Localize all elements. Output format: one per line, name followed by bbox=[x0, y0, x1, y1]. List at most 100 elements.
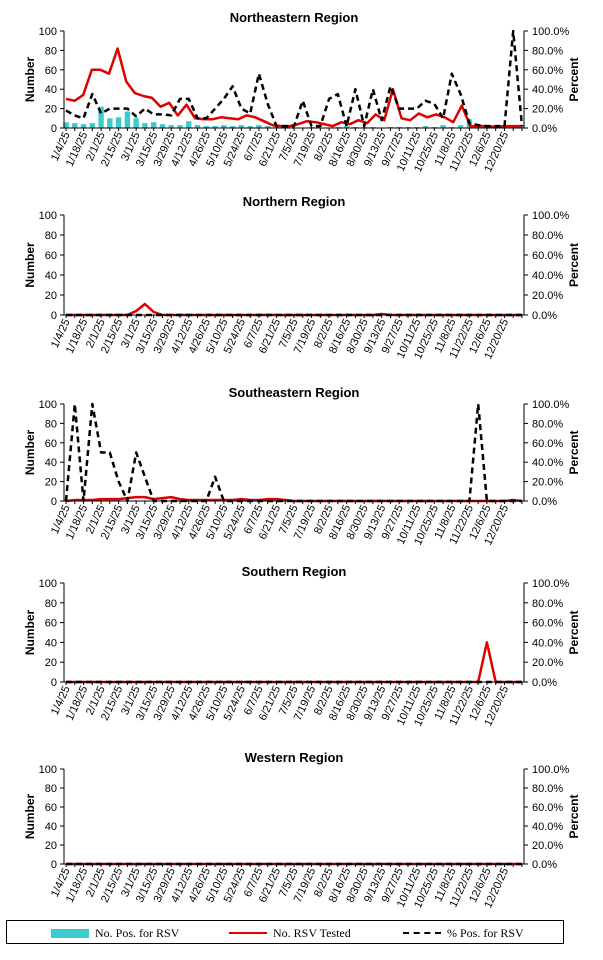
chart1-bar bbox=[457, 125, 464, 128]
chart4-y2tick-label: 60.0% bbox=[532, 618, 563, 630]
chart4-ytick-label: 80 bbox=[45, 598, 57, 610]
chart5-ytick-label: 60 bbox=[45, 802, 57, 814]
chart1-ytick-label: 20 bbox=[45, 104, 57, 116]
chart5-y2tick-label: 60.0% bbox=[532, 802, 563, 814]
chart1-bar bbox=[168, 125, 174, 128]
chart3-line-percent bbox=[64, 402, 522, 503]
chart5-ytick-label: 100 bbox=[39, 764, 57, 776]
chart1-bar bbox=[151, 122, 157, 128]
legend-swatch-bar bbox=[51, 928, 89, 938]
chart5-title: Western Region bbox=[245, 750, 344, 765]
chart2-ytick-label: 80 bbox=[45, 230, 57, 242]
chart2-y2tick-label: 100.0% bbox=[532, 210, 570, 222]
chart3-y2tick-label: 80.0% bbox=[532, 418, 563, 430]
chart1-bar bbox=[229, 126, 236, 128]
chart3-ytick-label: 100 bbox=[39, 399, 57, 411]
chart1-bar bbox=[194, 125, 201, 128]
chart4-ylabel: Number bbox=[23, 610, 37, 656]
chart1-bar bbox=[265, 126, 271, 128]
chart1-bar bbox=[440, 125, 446, 128]
chart1-bar bbox=[72, 123, 78, 128]
chart4-ytick-label: 100 bbox=[39, 578, 57, 590]
chart1-bar bbox=[142, 123, 148, 128]
chart1-y2tick-label: 60.0% bbox=[532, 65, 563, 77]
charts-area: Northeastern Region 0 20 40 60 80 100 0.0% 20.0%… bbox=[23, 10, 581, 910]
chart1-ytick-label: 80 bbox=[45, 45, 57, 57]
chart1-bar bbox=[98, 106, 104, 128]
chart2-ytick-label: 20 bbox=[45, 290, 57, 302]
legend-swatch-dash bbox=[403, 932, 441, 934]
chart3-y2tick-label: 0.0% bbox=[532, 496, 557, 508]
chart1-bar bbox=[203, 126, 209, 128]
chart4-y2tick-label: 40.0% bbox=[532, 637, 563, 649]
chart1-title: Northeastern Region bbox=[230, 10, 359, 25]
chart5-y2tick-label: 100.0% bbox=[532, 764, 570, 776]
chart1-y2tick-label: 40.0% bbox=[532, 84, 563, 96]
chart1-bar bbox=[115, 117, 122, 128]
chart4-y2tick-label: 0.0% bbox=[532, 677, 557, 689]
chart5-ytick-label: 80 bbox=[45, 783, 57, 795]
chart2-y2tick-label: 80.0% bbox=[532, 230, 563, 242]
chart1-bar bbox=[133, 118, 139, 128]
chart1-line-percent bbox=[65, 29, 524, 128]
chart1-ylabel: Number bbox=[23, 57, 37, 103]
chart1-bar bbox=[343, 126, 350, 128]
chart3-ytick-label: 40 bbox=[45, 457, 57, 469]
chart1-bar bbox=[256, 125, 262, 128]
chart2-ytick-label: 100 bbox=[39, 210, 57, 222]
chart5-ytick-label: 0 bbox=[51, 859, 57, 871]
chart1-bar bbox=[124, 111, 131, 128]
chart2-y2tick-label: 0.0% bbox=[532, 310, 557, 322]
chart1-bar bbox=[212, 126, 218, 128]
chart1-y2tick-label: 80.0% bbox=[532, 45, 563, 57]
chart2-y2tick-label: 20.0% bbox=[532, 290, 563, 302]
chart5-ylabel: Number bbox=[23, 794, 37, 840]
legend-item-percent: % Pos. for RSV bbox=[403, 925, 524, 941]
chart3-y2tick-label: 60.0% bbox=[532, 438, 563, 450]
chart5-ytick-label: 40 bbox=[45, 821, 57, 833]
chart1-y2tick-label: 0.0% bbox=[532, 123, 557, 135]
legend-label-tested: No. RSV Tested bbox=[273, 925, 351, 940]
chart1-bar bbox=[89, 123, 95, 128]
chart1-y2tick-label: 100.0% bbox=[532, 26, 570, 38]
chart1-ytick-label: 40 bbox=[45, 84, 57, 96]
chart2-title: Northern Region bbox=[243, 194, 346, 209]
chart1-ytick-label: 0 bbox=[51, 123, 57, 135]
chart3-line-tested bbox=[65, 495, 523, 503]
chart2-ylabel: Number bbox=[23, 242, 37, 288]
chart1-y2label: Percent bbox=[567, 57, 581, 101]
legend-label-positive: No. Pos. for RSV bbox=[95, 925, 180, 940]
chart2-line-tested bbox=[66, 302, 522, 317]
chart1-bar bbox=[107, 118, 113, 128]
chart2-y2label: Percent bbox=[567, 243, 581, 287]
chart4-title: Southern Region bbox=[242, 564, 347, 579]
chart4-y2tick-label: 20.0% bbox=[532, 657, 563, 669]
chart2-ytick-label: 40 bbox=[45, 270, 57, 282]
chart3-ytick-label: 60 bbox=[45, 438, 57, 450]
chart4-line-tested bbox=[66, 641, 522, 684]
chart3-y2tick-label: 20.0% bbox=[532, 477, 563, 489]
chart4-y2tick-label: 80.0% bbox=[532, 598, 563, 610]
chart1-bar bbox=[221, 125, 227, 128]
chart4-ytick-label: 0 bbox=[51, 677, 57, 689]
chart5-y2tick-label: 80.0% bbox=[532, 783, 563, 795]
chart4-ytick-label: 40 bbox=[45, 637, 57, 649]
chart5-ytick-label: 20 bbox=[45, 840, 57, 852]
chart5-y2label: Percent bbox=[567, 794, 581, 838]
chart3-ytick-label: 80 bbox=[45, 418, 57, 430]
chart1-bar bbox=[238, 125, 245, 128]
chart3-y2label: Percent bbox=[567, 430, 581, 474]
chart3-title: Southeastern Region bbox=[229, 385, 360, 400]
chart1-y2tick-label: 20.0% bbox=[532, 104, 563, 116]
chart2-ytick-label: 60 bbox=[45, 250, 57, 262]
legend: No. Pos. for RSV No. RSV Tested % Pos. f… bbox=[6, 920, 564, 944]
chart2-y2tick-label: 60.0% bbox=[532, 250, 563, 262]
chart1-bar bbox=[63, 122, 69, 128]
legend-swatch-line bbox=[229, 932, 267, 934]
chart4-y2tick-label: 100.0% bbox=[532, 578, 570, 590]
chart1-bar bbox=[186, 121, 192, 128]
chart5-y2tick-label: 20.0% bbox=[532, 840, 563, 852]
chart1-bar bbox=[177, 125, 183, 128]
chart1-bar bbox=[80, 124, 87, 128]
legend-item-tested: No. RSV Tested bbox=[229, 925, 351, 941]
